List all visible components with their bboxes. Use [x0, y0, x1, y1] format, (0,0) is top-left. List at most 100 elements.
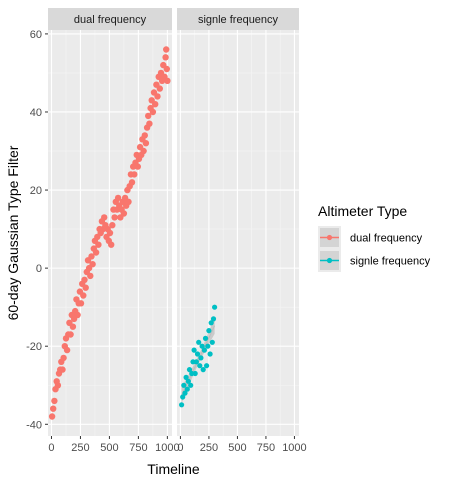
- dual-frequency-point: [106, 229, 114, 237]
- signle-frequency-point: [181, 382, 187, 388]
- signle-frequency-point: [204, 363, 210, 369]
- dual-frequency-point: [120, 210, 128, 217]
- dual-frequency-point: [77, 300, 85, 307]
- dual-frequency-point: [163, 46, 170, 53]
- legend-item: signle frequency: [318, 249, 431, 272]
- dual-frequency-point: [92, 249, 100, 256]
- signle-frequency-point: [183, 374, 189, 380]
- panel-1-x-tick-label: 500: [100, 442, 118, 454]
- signle-frequency-point: [206, 328, 212, 334]
- dual-frequency-point: [152, 101, 159, 108]
- signle-frequency-point: [208, 320, 214, 326]
- y-tick-label: 0: [36, 263, 42, 275]
- dual-frequency-point: [74, 311, 81, 319]
- dual-frequency-point: [134, 163, 141, 170]
- signle-frequency-point: [207, 351, 213, 357]
- dual-frequency-point: [114, 194, 122, 202]
- panel-1-x-tick-label: 750: [129, 442, 147, 454]
- signle-frequency-point: [179, 402, 185, 408]
- panel-2-x-tick-label: 750: [257, 442, 275, 454]
- legend-key-point: [326, 234, 333, 241]
- legend: Altimeter Type dual frequency signle frequ…: [318, 203, 431, 272]
- signle-frequency-point: [193, 359, 199, 365]
- panel-2-x-tick-label: 1000: [282, 442, 306, 454]
- signle-frequency-point: [202, 335, 209, 341]
- dual-frequency-point: [156, 85, 163, 92]
- signle-frequency-point: [191, 347, 197, 353]
- dual-frequency-point: [101, 214, 108, 221]
- y-tick-label: -40: [26, 419, 42, 431]
- dual-frequency-point: [54, 382, 62, 389]
- legend-item: dual frequency: [318, 226, 423, 249]
- dual-frequency-point: [141, 132, 148, 139]
- signle-frequency-point: [196, 339, 202, 345]
- legend-label: dual frequency: [350, 233, 423, 245]
- y-tick-label: -20: [26, 341, 42, 353]
- x-axis-title: Timeline: [147, 461, 200, 477]
- dual-frequency-point: [87, 272, 94, 280]
- dual-frequency-point: [142, 140, 150, 147]
- signle-frequency-point: [199, 343, 205, 349]
- dual-frequency-point: [146, 120, 153, 127]
- y-axis-title: 60-day Gaussian Type Filter: [5, 145, 21, 320]
- signle-frequency-point: [212, 304, 218, 310]
- signle-frequency-point: [205, 343, 211, 349]
- y-tick-label: 40: [30, 107, 42, 119]
- signle-frequency-point: [209, 339, 215, 345]
- panel-1-x-tick-label: 1000: [155, 442, 179, 454]
- panel-2-x-tick-label: 0: [177, 442, 183, 454]
- panel-2-strip-label: signle frequency: [198, 14, 279, 26]
- signle-frequency-point: [186, 367, 193, 373]
- dual-frequency-point: [109, 222, 116, 229]
- dual-frequency-point: [67, 331, 74, 338]
- dual-frequency-point: [145, 112, 152, 120]
- dual-frequency-point: [162, 54, 169, 61]
- dual-frequency-point: [149, 108, 157, 116]
- signle-frequency-point: [200, 367, 206, 373]
- dual-frequency-point: [51, 397, 58, 405]
- y-tick-label: 60: [30, 29, 42, 41]
- dual-frequency-point: [60, 354, 67, 362]
- panel-2-x-tick-label: 500: [228, 442, 246, 454]
- panel-1-strip-label: dual frequency: [74, 14, 147, 26]
- signle-frequency-point: [184, 386, 190, 392]
- dual-frequency-point: [82, 284, 89, 291]
- dual-frequency-point: [154, 93, 161, 100]
- signle-frequency-point: [201, 347, 207, 353]
- y-tick-label: 20: [30, 185, 42, 197]
- dual-frequency-point: [59, 366, 66, 373]
- dual-frequency-point: [95, 241, 102, 248]
- dual-frequency-point: [89, 261, 96, 268]
- dual-frequency-point: [63, 346, 71, 354]
- panel-1-strip: [48, 8, 172, 30]
- panel-2-strip: [177, 8, 299, 30]
- dual-frequency-point: [108, 241, 115, 248]
- panel-2-background: [177, 30, 299, 436]
- signle-frequency-point: [185, 378, 191, 384]
- panel-2-x-tick-label: 250: [200, 442, 218, 454]
- signle-frequency-point: [180, 394, 186, 400]
- dual-frequency-point: [128, 179, 136, 186]
- dual-frequency-point: [88, 253, 95, 260]
- signle-frequency-point: [197, 363, 203, 369]
- dual-frequency-point: [131, 171, 138, 178]
- dual-frequency-point: [81, 276, 88, 283]
- dual-frequency-point: [48, 413, 56, 420]
- signle-frequency-point: [192, 370, 198, 377]
- signle-frequency-point: [198, 355, 204, 361]
- legend-title: Altimeter Type: [318, 203, 407, 219]
- legend-label: signle frequency: [350, 256, 431, 268]
- signle-frequency-point: [182, 390, 188, 396]
- signle-frequency-point: [194, 351, 201, 357]
- dual-frequency-point: [163, 65, 170, 73]
- panel-1-x-tick-label: 250: [71, 442, 89, 454]
- panel-1-x-tick-label: 0: [48, 442, 54, 454]
- dual-frequency-point: [164, 77, 171, 85]
- dual-frequency-point: [80, 292, 87, 299]
- signle-frequency-point: [210, 316, 217, 322]
- dual-frequency-point: [50, 405, 57, 412]
- dual-frequency-point: [111, 214, 118, 221]
- dual-frequency-point: [69, 323, 77, 330]
